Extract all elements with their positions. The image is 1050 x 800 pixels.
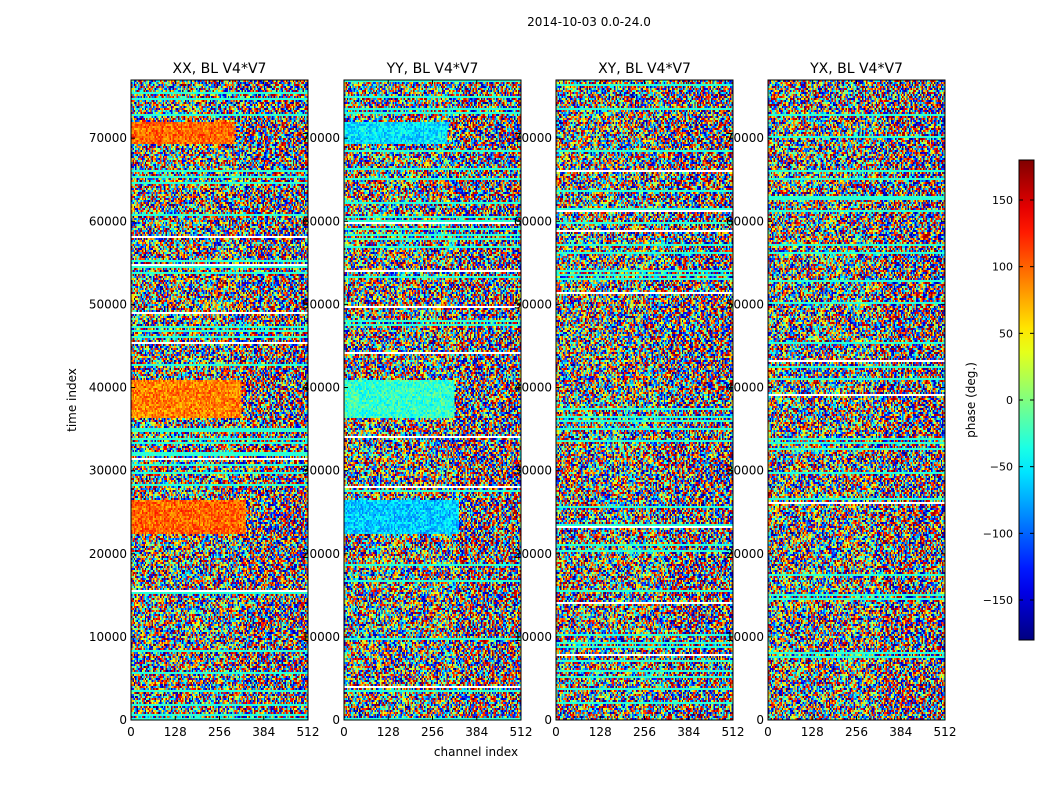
y-tick-label: 40000 [514, 381, 552, 395]
y-tick-label: 20000 [89, 547, 127, 561]
y-tick-label: 0 [756, 713, 764, 727]
y-tick-label: 40000 [89, 381, 127, 395]
x-tick-label: 256 [633, 725, 656, 739]
y-tick-label: 70000 [302, 131, 340, 145]
y-tick-label: 60000 [514, 214, 552, 228]
y-axis-label: time index [65, 368, 79, 432]
y-tick-label: 30000 [302, 464, 340, 478]
y-tick-label: 10000 [514, 630, 552, 644]
y-tick-label: 0 [544, 713, 552, 727]
panel-title: YY, BL V4*V7 [386, 61, 479, 77]
y-tick-label: 0 [119, 713, 127, 727]
x-tick-label: 256 [208, 725, 231, 739]
figure-title: 2014-10-03 0.0-24.0 [527, 15, 651, 29]
colorbar-label: phase (deg.) [964, 362, 978, 438]
colorbar-tick-label: −150 [983, 594, 1013, 607]
x-tick-label: 0 [764, 725, 772, 739]
y-tick-label: 10000 [726, 630, 764, 644]
y-tick-label: 70000 [726, 131, 764, 145]
y-tick-label: 10000 [89, 630, 127, 644]
x-tick-label: 384 [465, 725, 488, 739]
y-tick-label: 10000 [302, 630, 340, 644]
y-tick-label: 50000 [514, 297, 552, 311]
x-tick-label: 384 [252, 725, 275, 739]
panel-yy: YY, BL V4*V7 0 128 256 384 512 0 10000 20000 3000… [302, 61, 533, 739]
y-tick-label: 30000 [514, 464, 552, 478]
x-tick-label: 0 [340, 725, 348, 739]
x-tick-label: 0 [552, 725, 560, 739]
x-tick-label: 512 [297, 725, 320, 739]
x-tick-label: 512 [510, 725, 533, 739]
x-tick-label: 512 [934, 725, 957, 739]
y-tick-label: 50000 [89, 297, 127, 311]
panel-xx: XX, BL V4*V7 0 128 256 384 512 0 10000 20000 3000… [89, 61, 320, 739]
y-tick-label: 0 [332, 713, 340, 727]
y-tick-label: 70000 [89, 131, 127, 145]
y-tick-label: 20000 [726, 547, 764, 561]
x-tick-label: 128 [589, 725, 612, 739]
x-axis-label: channel index [434, 745, 518, 759]
y-tick-label: 20000 [302, 547, 340, 561]
x-tick-label: 128 [164, 725, 187, 739]
colorbar-tick-label: 150 [992, 194, 1013, 207]
y-tick-label: 50000 [726, 297, 764, 311]
y-tick-label: 50000 [302, 297, 340, 311]
colorbar-tick-label: −100 [983, 527, 1013, 540]
x-tick-label: 384 [677, 725, 700, 739]
y-tick-label: 70000 [514, 131, 552, 145]
x-tick-label: 128 [801, 725, 824, 739]
panel-title: XX, BL V4*V7 [173, 61, 267, 77]
x-tick-label: 512 [722, 725, 745, 739]
y-tick-label: 30000 [726, 464, 764, 478]
heatmap-xy [556, 80, 733, 720]
y-tick-label: 60000 [726, 214, 764, 228]
x-tick-label: 128 [377, 725, 400, 739]
x-tick-label: 384 [889, 725, 912, 739]
y-tick-label: 60000 [89, 214, 127, 228]
colorbar-tick-label: 100 [992, 261, 1013, 274]
x-tick-label: 256 [845, 725, 868, 739]
colorbar-tick-label: −50 [990, 461, 1013, 474]
panel-xy: XY, BL V4*V7 0 128 256 384 512 0 10000 20000 3000… [514, 61, 745, 739]
y-tick-label: 30000 [89, 464, 127, 478]
heatmap-xx [131, 80, 308, 720]
panel-title: XY, BL V4*V7 [598, 61, 691, 77]
colorbar-tick-label: 50 [999, 327, 1013, 340]
heatmap-yy [344, 80, 521, 720]
y-tick-label: 40000 [302, 381, 340, 395]
x-tick-label: 0 [127, 725, 135, 739]
x-tick-label: 256 [421, 725, 444, 739]
colorbar: −150 −100 −50 0 50 100 150 phase (deg.) [964, 159, 1035, 641]
colorbar-tick-label: 0 [1006, 394, 1013, 407]
heatmap-yx [768, 80, 945, 720]
y-tick-label: 60000 [302, 214, 340, 228]
panel-title: YX, BL V4*V7 [809, 61, 903, 77]
panel-yx: YX, BL V4*V7 0 128 256 384 512 0 10000 20000 3000… [726, 61, 957, 739]
y-tick-label: 40000 [726, 381, 764, 395]
y-tick-label: 20000 [514, 547, 552, 561]
